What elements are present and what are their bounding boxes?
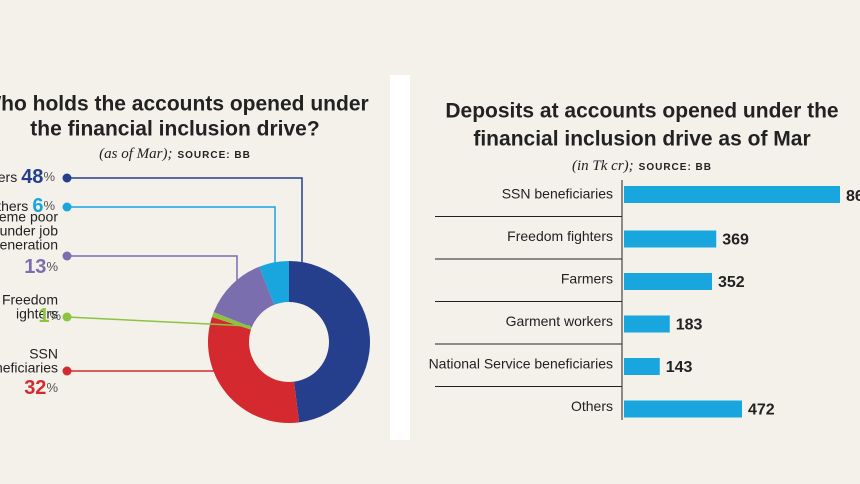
- legend-value: 13%: [24, 256, 58, 278]
- legend-value: 1%: [38, 305, 61, 327]
- subtitle: (in Tk cr);: [572, 158, 634, 174]
- legend-dot: [62, 251, 72, 261]
- subtitle: (as of Mar);: [99, 146, 172, 162]
- chart-subtitle: (as of Mar); SOURCE: BB: [99, 146, 251, 162]
- connector: [67, 255, 238, 290]
- legend-label: under job: [0, 223, 58, 239]
- connector: [66, 316, 251, 327]
- bar: [624, 315, 670, 333]
- legend-label: Others: [0, 198, 28, 214]
- chart-subtitle: (in Tk cr); SOURCE: BB: [572, 158, 712, 174]
- donut-slice: [259, 261, 289, 305]
- percent-value: 48: [21, 166, 43, 188]
- percent-value: 32: [24, 377, 46, 399]
- connector: [67, 177, 303, 268]
- percent-value: 1: [38, 305, 49, 327]
- legend-value: Others6%: [0, 195, 55, 217]
- legend-label: SSN: [29, 346, 58, 362]
- legend-value: 32%: [24, 377, 58, 399]
- donut-slice: [207, 316, 300, 424]
- value-label: 864: [846, 188, 860, 205]
- bar: [624, 230, 717, 248]
- bar: [624, 186, 840, 203]
- percent-sign: %: [49, 308, 61, 323]
- bar: [624, 400, 742, 418]
- legend-dot: [62, 312, 72, 322]
- legend-label: eneficiaries: [0, 360, 58, 376]
- value-label: 369: [722, 232, 749, 249]
- bar: [624, 358, 660, 375]
- legend-value: ners48%: [0, 166, 55, 188]
- legend-label: generation: [0, 237, 58, 253]
- legend-dot: [62, 173, 72, 183]
- percent-sign: %: [43, 198, 55, 213]
- legend-label: Freedom: [2, 292, 58, 308]
- percent-sign: %: [46, 380, 58, 395]
- legend-dot: [62, 202, 72, 212]
- value-label: 352: [718, 274, 745, 291]
- value-label: 143: [666, 359, 693, 376]
- category-label: Freedom fighters: [507, 228, 613, 244]
- percent-sign: %: [43, 169, 55, 184]
- bar: [624, 273, 712, 290]
- divider: [390, 75, 410, 440]
- percent-sign: %: [46, 259, 58, 274]
- source: SOURCE: BB: [177, 150, 250, 161]
- category-label: National Service beneficiaries: [429, 356, 613, 372]
- connector: [67, 206, 276, 272]
- chart-title: Deposits at accounts opened under the: [445, 100, 838, 123]
- chart-title: the financial inclusion drive?: [30, 118, 319, 141]
- donut-slice: [289, 261, 370, 423]
- chart-title: Who holds the accounts opened under: [0, 93, 369, 116]
- category-label: Garment workers: [506, 313, 613, 329]
- chart-title: financial inclusion drive as of Mar: [473, 128, 810, 151]
- percent-value: 13: [24, 256, 46, 278]
- legend-dot: [62, 366, 72, 376]
- legend-label: ighters: [16, 306, 58, 322]
- percent-value: 6: [32, 195, 43, 217]
- legend-label: ners: [0, 169, 17, 185]
- value-label: 183: [676, 317, 703, 334]
- source: SOURCE: BB: [639, 162, 712, 173]
- value-label: 472: [748, 402, 775, 419]
- category-label: SSN beneficiaries: [502, 186, 613, 202]
- category-label: Farmers: [561, 271, 613, 287]
- category-label: Others: [571, 398, 613, 414]
- legend-label: treme poor: [0, 209, 58, 225]
- donut-slice: [213, 266, 275, 328]
